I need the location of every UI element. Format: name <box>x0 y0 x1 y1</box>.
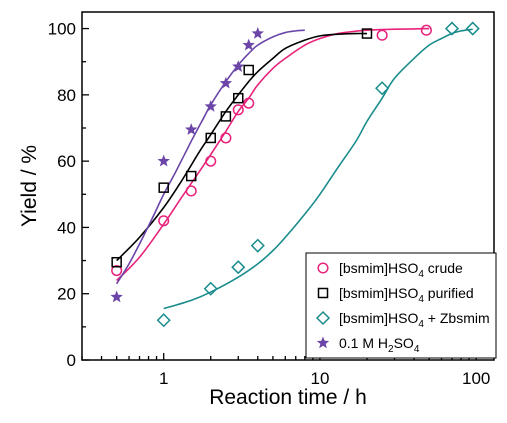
legend-marker-circle <box>317 262 329 274</box>
data-point-square <box>185 170 197 182</box>
data-point-circle <box>111 264 123 277</box>
legend-marker-star <box>316 336 330 349</box>
data-point-diamond <box>203 281 218 296</box>
data-point-square <box>243 64 254 76</box>
data-point-star <box>219 76 233 89</box>
data-point-circle <box>185 185 197 197</box>
data-point-star <box>251 27 264 39</box>
y-tick-label: 100 <box>48 20 76 39</box>
data-point-circle <box>220 132 232 144</box>
legend-label: [bsmim]HSO4 purified <box>339 285 474 305</box>
data-point-square <box>232 92 244 104</box>
data-point-diamond <box>465 21 480 36</box>
data-point-star <box>232 60 245 72</box>
data-point-diamond <box>250 238 265 253</box>
legend-box <box>305 252 497 359</box>
data-point-circle <box>232 104 244 116</box>
y-tick-label: 80 <box>57 86 76 105</box>
y-tick-label: 60 <box>57 152 76 171</box>
legend: [bsmim]HSO4 crude [bsmim]HSO4 purified [bs… <box>305 252 497 359</box>
data-point-diamond <box>156 313 171 328</box>
data-point-diamond <box>231 260 246 275</box>
data-point-star <box>110 290 123 303</box>
legend-label: [bsmim]HSO4 crude <box>339 260 463 280</box>
y-tick-label: 40 <box>57 218 76 237</box>
data-point-star <box>242 38 255 51</box>
legend-label: 0.1 M H2SO4 <box>339 335 420 355</box>
data-point-star <box>204 99 217 112</box>
x-tick-label: 10 <box>310 369 329 388</box>
data-point-diamond <box>375 81 390 96</box>
data-point-circle <box>205 155 217 167</box>
data-point-star <box>157 154 170 167</box>
data-point-diamond <box>444 21 460 36</box>
data-point-star <box>185 123 198 135</box>
x-tick-label: 1 <box>159 369 168 388</box>
data-point-square <box>158 182 169 193</box>
y-tick-label: 0 <box>67 351 76 370</box>
data-point-square <box>205 132 216 144</box>
data-points-layer <box>110 21 480 328</box>
data-point-square <box>361 28 373 39</box>
legend-marker-square <box>317 287 329 299</box>
x-tick-label: 100 <box>462 369 490 388</box>
fit-curve-diamond <box>163 28 473 310</box>
data-point-square <box>111 256 122 268</box>
y-tick-label: 20 <box>57 285 76 304</box>
axis-ticks-layer: 0 20 40 60 80 100 1 10 100 <box>48 20 491 388</box>
x-axis-label: Reaction time / h <box>209 386 367 409</box>
fit-curve-square <box>116 32 367 262</box>
legend-marker-diamond <box>315 310 331 326</box>
data-point-circle <box>243 97 255 109</box>
data-point-square <box>220 111 232 122</box>
data-point-circle <box>420 24 432 36</box>
fit-curve-circle <box>116 27 430 282</box>
y-axis-label: Yield / % <box>18 145 41 227</box>
data-point-circle <box>158 215 170 227</box>
plot-frame <box>81 11 495 361</box>
legend-label: [bsmim]HSO4 + Zbsmim <box>339 310 490 330</box>
data-point-circle <box>376 29 388 41</box>
